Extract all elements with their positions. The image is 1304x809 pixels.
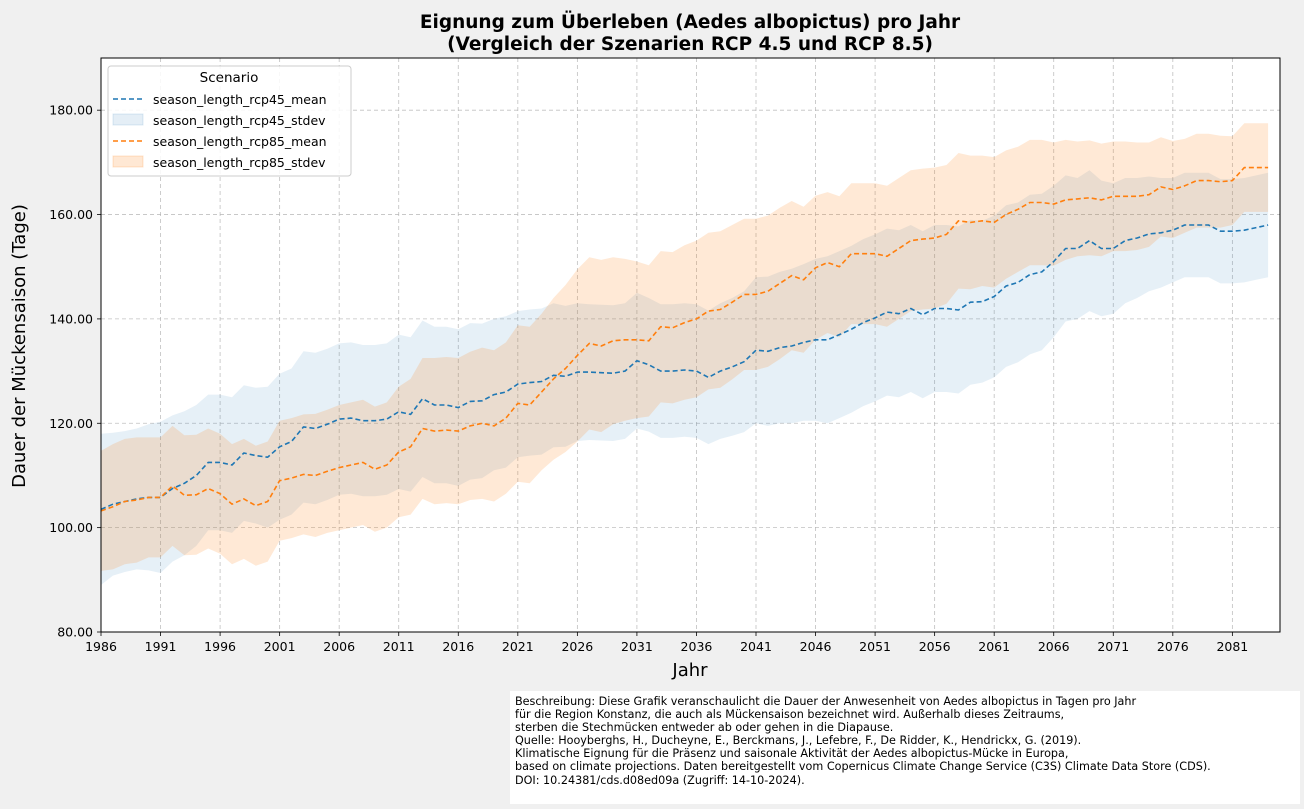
legend-swatch-rcp85-stdev [112,155,144,168]
description-line: sterben die Stechmücken entweder ab oder… [515,721,894,735]
y-axis-label: Dauer der Mückensaison (Tage) [9,204,30,488]
legend-swatch-rcp45-stdev [112,113,144,126]
legend-label-rcp85-stdev: season_length_rcp85_stdev [153,155,326,170]
legend-box [107,65,352,177]
source-line: based on climate projections. Daten bere… [515,760,1211,774]
x-tick-label: 2026 [561,639,593,654]
plot-frame [100,57,1281,633]
mean-lines [100,166,1269,512]
x-tick-label: 2066 [1038,639,1070,654]
season_length_rcp45-mean-line [100,224,1269,511]
source-line: Klimatische Eignung für die Präsenz und … [515,747,1069,761]
x-tick-label: 1986 [85,639,117,654]
x-axis-label: Jahr [671,660,708,681]
x-tick-label: 2061 [978,639,1010,654]
legend-label-rcp45-stdev: season_length_rcp45_stdev [153,113,326,128]
y-axis-ticks: 80.00 100.00 120.00 140.00 160.00 180.00 [49,103,101,640]
x-tick-label: 2031 [621,639,653,654]
x-tick-label: 2071 [1097,639,1129,654]
y-tick-label: 140.00 [49,311,93,326]
description-box: Beschreibung: Diese Grafik veranschaulic… [510,691,1300,804]
legend: Scenario season_length_rcp45_mean season… [107,65,352,177]
y-tick-label: 100.00 [49,520,93,535]
season_length_rcp85-mean-line [100,166,1269,512]
x-axis-ticks: 1986 1991 1996 2001 2006 2011 2016 2021 2026 2031… [85,632,1248,654]
description-line: für die Region Konstanz, die auch als Mü… [515,708,1065,722]
x-tick-label: 2006 [323,639,355,654]
legend-label-rcp45-mean: season_length_rcp45_mean [153,92,327,107]
y-tick-label: 160.00 [49,207,93,222]
x-tick-label: 2041 [740,639,772,654]
y-tick-label: 80.00 [57,625,93,640]
legend-label-rcp85-mean: season_length_rcp85_mean [153,134,327,149]
y-tick-label: 180.00 [49,103,93,118]
season_length_rcp45-stdev-band [101,170,1269,585]
x-tick-label: 2056 [919,639,951,654]
x-tick-label: 1996 [204,639,236,654]
x-tick-label: 2051 [859,639,891,654]
x-tick-label: 2081 [1216,639,1248,654]
x-tick-label: 1991 [145,639,177,654]
x-tick-label: 2021 [502,639,534,654]
chart-title-line1: Eignung zum Überleben (Aedes albopictus)… [420,11,961,33]
x-tick-label: 2011 [383,639,415,654]
x-tick-label: 2001 [264,639,296,654]
x-tick-label: 2036 [681,639,713,654]
source-line: Quelle: Hooyberghs, H., Ducheyne, E., Be… [515,734,1082,748]
x-tick-label: 2016 [442,639,474,654]
doi-line: DOI: 10.24381/cds.d08ed09a (Zugriff: 14-… [515,773,805,787]
season-length-chart: Eignung zum Überleben (Aedes albopictus)… [9,11,1281,681]
description-line: Beschreibung: Diese Grafik veranschaulic… [515,695,1137,708]
x-tick-label: 2076 [1157,639,1189,654]
y-tick-label: 120.00 [49,416,93,431]
legend-title: Scenario [200,70,259,86]
x-tick-label: 2046 [800,639,832,654]
chart-title-line2: (Vergleich der Szenarien RCP 4.5 und RCP… [447,34,933,55]
